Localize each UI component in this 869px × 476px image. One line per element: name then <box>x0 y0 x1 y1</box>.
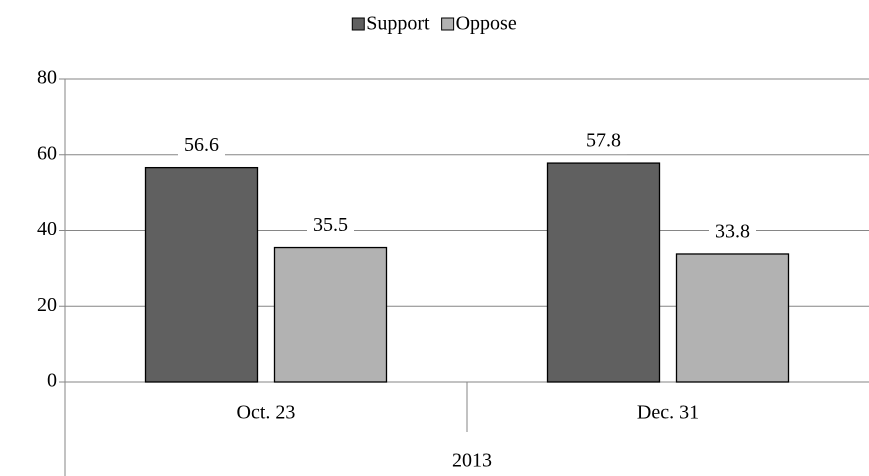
legend-swatch <box>351 17 365 31</box>
legend-label: Support <box>366 13 430 35</box>
bar <box>144 166 259 383</box>
data-label-bg <box>307 214 354 239</box>
data-label: 57.8 <box>586 130 621 152</box>
y-tick-label: 20 <box>37 294 57 316</box>
y-tick-label: 0 <box>47 370 57 392</box>
data-label: 35.5 <box>313 214 348 236</box>
data-label: 33.8 <box>715 221 750 243</box>
y-tick-label: 60 <box>37 142 57 164</box>
data-label: 56.6 <box>184 134 219 156</box>
legend: Support Oppose <box>351 13 517 35</box>
bar <box>546 162 661 383</box>
legend-swatch <box>441 17 455 31</box>
y-tick-label: 80 <box>37 67 57 89</box>
bar <box>675 253 790 383</box>
data-label-bg <box>178 134 225 159</box>
y-tick-label: 40 <box>37 218 57 240</box>
x-tick-label: Dec. 31 <box>637 402 699 424</box>
bar <box>273 246 388 383</box>
data-label-bg <box>580 130 627 155</box>
legend-label: Oppose <box>456 13 517 35</box>
category-group-label: 2013 <box>452 450 492 472</box>
x-tick-label: Oct. 23 <box>237 402 296 424</box>
data-label-bg <box>709 220 756 245</box>
